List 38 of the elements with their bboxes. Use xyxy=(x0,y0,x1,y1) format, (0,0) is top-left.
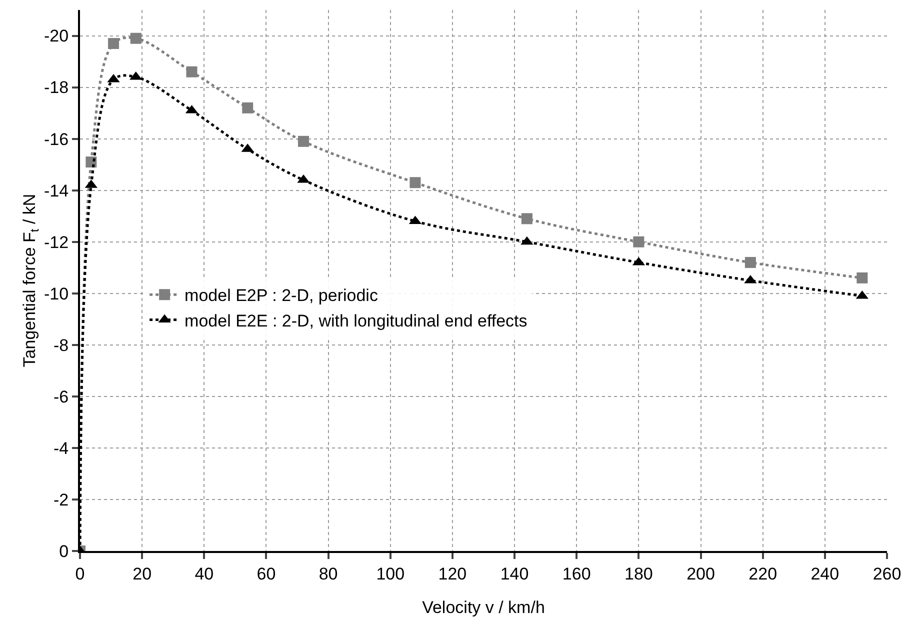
x-tick-label: 100 xyxy=(376,564,405,584)
x-tick-label: 40 xyxy=(194,564,214,584)
y-tick-label: -20 xyxy=(44,26,69,46)
y-tick-label: -4 xyxy=(53,438,69,458)
point xyxy=(633,236,644,248)
y-tick-label: -2 xyxy=(53,490,69,510)
point xyxy=(521,213,532,224)
y-tick-label: -12 xyxy=(44,232,69,252)
y-tick-label: -14 xyxy=(44,181,69,200)
y-tick-label: 0 xyxy=(59,542,69,561)
x-tick-label: 160 xyxy=(562,564,591,584)
x-tick-label: 220 xyxy=(748,564,778,584)
x-axis-title: Velocity v / km/h xyxy=(422,598,545,617)
point xyxy=(744,256,756,268)
x-tick-label: 0 xyxy=(75,564,85,584)
point xyxy=(410,177,421,188)
point xyxy=(298,136,309,147)
x-tick-label: 20 xyxy=(132,564,152,584)
y-tick-label: -16 xyxy=(44,130,69,149)
y-tick-label: -8 xyxy=(53,336,69,355)
point xyxy=(130,32,142,44)
point xyxy=(242,102,254,114)
x-tick-label: 240 xyxy=(810,564,840,584)
x-tick-label: 80 xyxy=(318,564,338,584)
point xyxy=(186,66,198,78)
x-tick-label: 180 xyxy=(624,564,653,584)
x-tick-label: 140 xyxy=(500,564,529,584)
x-tick-label: 60 xyxy=(256,564,276,584)
y-tick-label: -6 xyxy=(53,387,69,406)
y-tick-label: -18 xyxy=(44,78,69,98)
x-tick-label: 200 xyxy=(686,564,715,584)
point xyxy=(108,38,120,49)
x-tick-label: 260 xyxy=(872,564,902,584)
point xyxy=(856,272,868,284)
legend-label: model E2P : 2-D, periodic xyxy=(184,286,378,306)
legend-label: model E2E : 2-D, with longitudinal end effects xyxy=(184,311,528,330)
y-tick-label: -10 xyxy=(44,284,69,304)
x-tick-label: 120 xyxy=(438,564,467,584)
